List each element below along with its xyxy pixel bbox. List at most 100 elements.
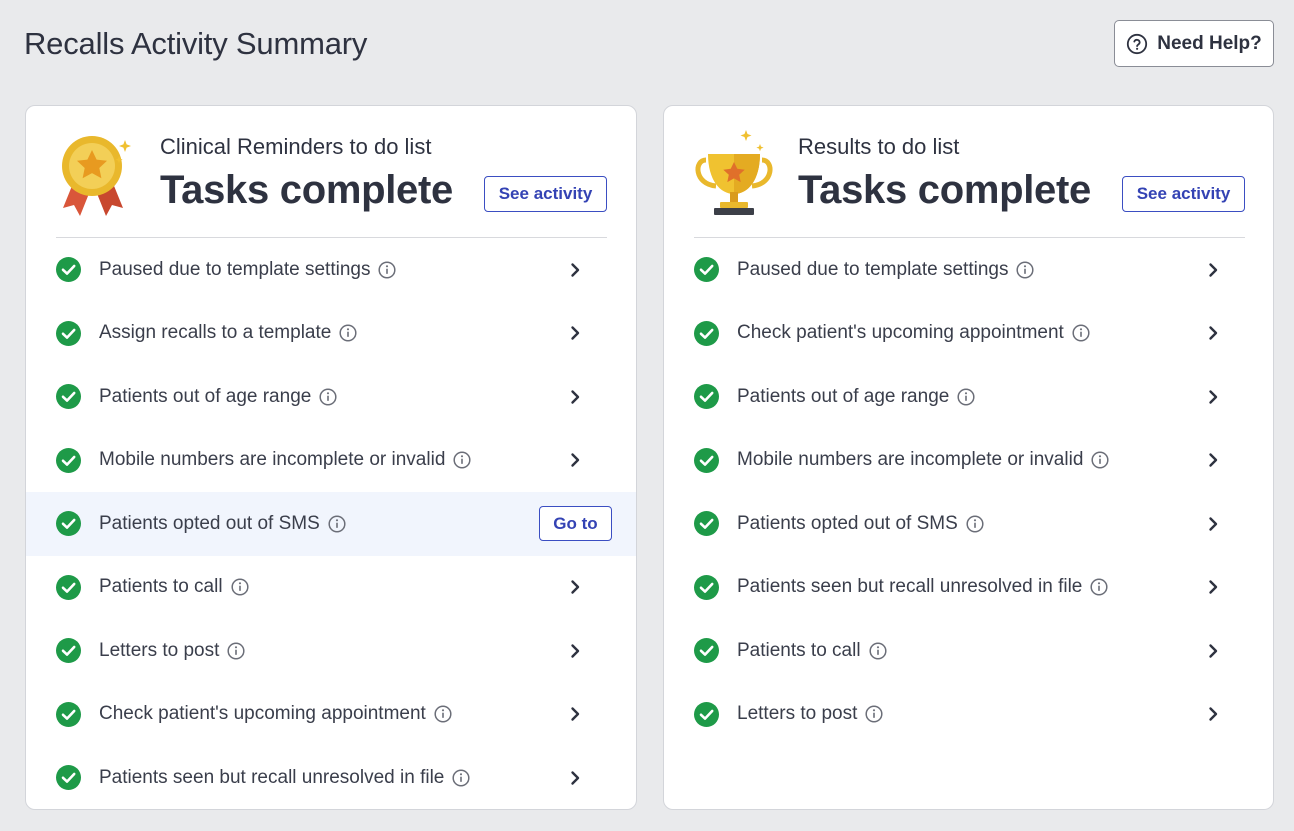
- info-icon[interactable]: [328, 515, 346, 533]
- chevron-right-icon: [571, 453, 580, 467]
- chevron-right-icon: [1209, 707, 1218, 721]
- task-label: Letters to post: [737, 703, 858, 725]
- info-icon[interactable]: [957, 388, 975, 406]
- check-circle-icon: [694, 257, 719, 283]
- check-circle-icon: [694, 384, 719, 410]
- check-circle-icon: [694, 511, 719, 537]
- chevron-right-icon: [1209, 517, 1218, 531]
- task-label: Mobile numbers are incomplete or invalid: [99, 449, 446, 471]
- task-row[interactable]: Check patient's upcoming appointment: [26, 683, 636, 747]
- card-status: Tasks complete: [160, 168, 453, 212]
- chevron-right-icon: [1209, 580, 1218, 594]
- chevron-right-icon: [1209, 390, 1218, 404]
- check-circle-icon: [694, 701, 719, 727]
- chevron-right-icon: [571, 390, 580, 404]
- info-icon[interactable]: [452, 769, 470, 787]
- check-circle-icon: [694, 638, 719, 664]
- task-row[interactable]: Letters to post: [26, 619, 636, 683]
- check-circle-icon: [56, 511, 81, 537]
- task-row[interactable]: Patients opted out of SMS: [664, 492, 1273, 556]
- info-icon[interactable]: [1090, 578, 1108, 596]
- task-row[interactable]: Assign recalls to a template: [26, 302, 636, 366]
- chevron-right-icon: [1209, 326, 1218, 340]
- info-icon[interactable]: [378, 261, 397, 279]
- card-header: Results to do list Tasks complete See ac…: [664, 106, 1273, 238]
- chevron-right-icon: [571, 263, 580, 277]
- task-label: Patients seen but recall unresolved in f…: [737, 576, 1083, 598]
- task-row[interactable]: Check patient's upcoming appointment: [664, 302, 1273, 366]
- trophy-icon: [695, 130, 773, 215]
- question-circle-icon: [1127, 33, 1148, 54]
- chevron-right-icon: [571, 771, 580, 785]
- task-label: Check patient's upcoming appointment: [737, 322, 1064, 344]
- task-label: Letters to post: [99, 639, 220, 661]
- clinical-reminders-card: Clinical Reminders to do list Tasks comp…: [25, 105, 637, 810]
- chevron-right-icon: [1209, 644, 1218, 658]
- info-icon[interactable]: [231, 578, 249, 596]
- task-label: Check patient's upcoming appointment: [99, 703, 426, 725]
- see-activity-button[interactable]: See activity: [1122, 176, 1245, 212]
- task-label: Mobile numbers are incomplete or invalid: [737, 449, 1084, 471]
- task-label: Assign recalls to a template: [99, 322, 332, 344]
- task-row[interactable]: Patients seen but recall unresolved in f…: [664, 556, 1273, 620]
- task-list: Paused due to template settings Check pa…: [664, 238, 1273, 746]
- task-label: Patients out of age range: [99, 385, 312, 407]
- task-label: Patients out of age range: [737, 385, 950, 407]
- check-circle-icon: [56, 574, 81, 600]
- chevron-right-icon: [571, 644, 580, 658]
- info-icon[interactable]: [1091, 451, 1109, 469]
- info-icon[interactable]: [966, 515, 984, 533]
- need-help-label: Need Help?: [1157, 32, 1262, 54]
- task-row[interactable]: Mobile numbers are incomplete or invalid: [26, 429, 636, 493]
- task-label: Patients opted out of SMS: [737, 512, 958, 534]
- results-card: Results to do list Tasks complete See ac…: [663, 105, 1274, 810]
- task-row-hovered[interactable]: Patients opted out of SMS Go to: [26, 492, 636, 556]
- card-list-title: Results to do list: [798, 134, 960, 159]
- card-header: Clinical Reminders to do list Tasks comp…: [26, 106, 636, 238]
- go-to-button[interactable]: Go to: [539, 506, 612, 542]
- info-icon[interactable]: [319, 388, 337, 406]
- check-circle-icon: [56, 384, 81, 410]
- check-circle-icon: [694, 574, 719, 600]
- task-label: Paused due to template settings: [99, 258, 371, 280]
- card-status: Tasks complete: [798, 168, 1091, 212]
- task-label: Patients to call: [99, 576, 223, 598]
- info-icon[interactable]: [339, 324, 357, 342]
- check-circle-icon: [56, 701, 81, 727]
- check-circle-icon: [56, 447, 81, 473]
- task-row[interactable]: Patients to call: [26, 556, 636, 620]
- award-medal-icon: [62, 136, 131, 216]
- info-icon[interactable]: [227, 642, 245, 660]
- check-circle-icon: [56, 638, 81, 664]
- chevron-right-icon: [571, 707, 580, 721]
- info-icon[interactable]: [1016, 261, 1035, 279]
- check-circle-icon: [694, 320, 719, 346]
- task-row[interactable]: Paused due to template settings: [664, 238, 1273, 302]
- task-row[interactable]: Letters to post: [664, 683, 1273, 747]
- info-icon[interactable]: [869, 642, 887, 660]
- info-icon[interactable]: [1072, 324, 1090, 342]
- task-row[interactable]: Patients seen but recall unresolved in f…: [26, 746, 636, 809]
- task-row[interactable]: Patients to call: [664, 619, 1273, 683]
- task-row[interactable]: Paused due to template settings: [26, 238, 636, 302]
- check-circle-icon: [56, 320, 81, 346]
- card-list-title: Clinical Reminders to do list: [160, 134, 432, 159]
- info-icon[interactable]: [453, 451, 471, 469]
- need-help-button[interactable]: Need Help?: [1114, 20, 1274, 67]
- divider: [56, 237, 607, 238]
- chevron-right-icon: [571, 326, 580, 340]
- task-row[interactable]: Patients out of age range: [664, 365, 1273, 429]
- chevron-right-icon: [1209, 263, 1218, 277]
- task-label: Patients opted out of SMS: [99, 512, 320, 534]
- info-icon[interactable]: [434, 705, 452, 723]
- divider: [694, 237, 1245, 238]
- info-icon[interactable]: [865, 705, 883, 723]
- see-activity-button[interactable]: See activity: [484, 176, 607, 212]
- task-row[interactable]: Patients out of age range: [26, 365, 636, 429]
- task-row[interactable]: Mobile numbers are incomplete or invalid: [664, 429, 1273, 493]
- chevron-right-icon: [1209, 453, 1218, 467]
- check-circle-icon: [56, 257, 81, 283]
- check-circle-icon: [56, 765, 81, 791]
- page-title: Recalls Activity Summary: [24, 26, 368, 61]
